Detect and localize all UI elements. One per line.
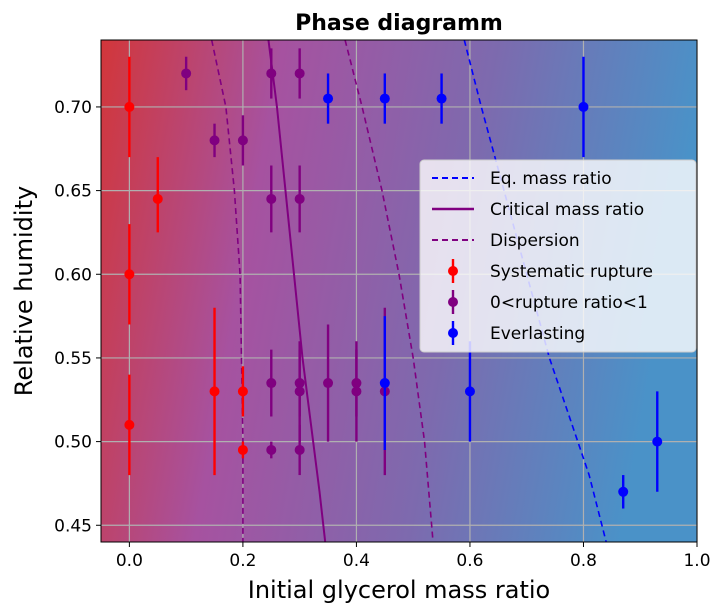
data-point: [209, 386, 220, 397]
data-point: [209, 135, 220, 146]
data-point: [266, 68, 277, 79]
data-point: [237, 444, 248, 455]
series-line: [344, 40, 434, 542]
data-point: [323, 93, 334, 104]
data-point: [323, 378, 334, 389]
data-point: [266, 444, 277, 455]
data-point: [124, 101, 135, 112]
x-tick-label: 0.0: [116, 551, 143, 571]
legend-swatch: [448, 266, 458, 276]
data-point: [294, 68, 305, 79]
data-point: [294, 444, 305, 455]
legend-label: Systematic rupture: [490, 262, 653, 282]
legend-label: 0<rupture ratio<1: [490, 293, 648, 313]
data-point: [266, 378, 277, 389]
data-point: [379, 378, 390, 389]
data-point: [294, 193, 305, 204]
x-tick-label: 0.4: [343, 551, 370, 571]
data-point: [124, 269, 135, 280]
x-axis-label: Initial glycerol mass ratio: [248, 576, 550, 604]
y-axis-label: Relative humidity: [10, 186, 38, 396]
series-line: [267, 40, 327, 542]
x-tick-label: 1.0: [683, 551, 710, 571]
y-tick-label: 0.70: [54, 98, 92, 118]
data-point: [464, 386, 475, 397]
x-tick-label: 0.8: [570, 551, 597, 571]
y-tick-label: 0.55: [54, 349, 92, 369]
x-tick-label: 0.2: [229, 551, 256, 571]
y-tick-label: 0.50: [54, 433, 92, 453]
data-point: [152, 193, 163, 204]
legend-swatch: [448, 328, 458, 338]
data-point: [124, 419, 135, 430]
legend-label: Dispersion: [490, 231, 580, 251]
x-axis-ticks: 0.0 0.2 0.4 0.6 0.8 1.0: [116, 542, 711, 571]
data-point: [379, 93, 390, 104]
legend-box: [419, 159, 697, 353]
data-point: [294, 386, 305, 397]
legend-label: Everlasting: [490, 324, 585, 344]
data-points: [124, 48, 663, 509]
plot-frame: [100, 39, 698, 543]
y-tick-label: 0.65: [54, 182, 92, 202]
y-tick-label: 0.45: [54, 516, 92, 536]
legend-label: Eq. mass ratio: [490, 169, 612, 189]
chart-title: Phase diagramm: [295, 11, 503, 36]
legend-swatch: [448, 297, 458, 307]
data-point: [436, 93, 447, 104]
legend: Eq. mass ratio Critical mass ratio Dispers…: [419, 159, 697, 353]
data-point: [237, 135, 248, 146]
data-point: [351, 386, 362, 397]
data-point: [266, 193, 277, 204]
legend-label: Critical mass ratio: [490, 200, 644, 220]
data-point: [237, 386, 248, 397]
data-point: [618, 486, 629, 497]
x-tick-label: 0.6: [456, 551, 483, 571]
data-point: [652, 436, 663, 447]
y-axis-ticks: 0.45 0.50 0.55 0.60 0.65 0.70: [54, 98, 101, 536]
data-point: [578, 101, 589, 112]
y-tick-label: 0.60: [54, 265, 92, 285]
data-point: [181, 68, 192, 79]
